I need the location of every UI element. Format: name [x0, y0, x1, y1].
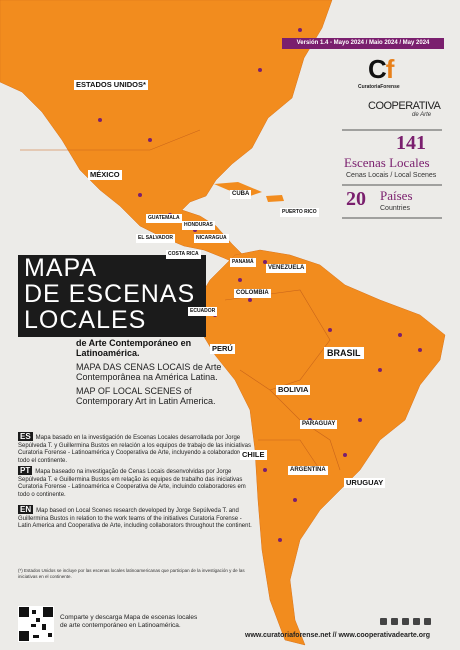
country-label: BOLIVIA: [276, 385, 311, 395]
country-label: GUATEMALA: [146, 214, 182, 223]
country-label: BRASIL: [324, 347, 364, 359]
description-text: Mapa basado en la investigación de Escen…: [18, 435, 254, 464]
scenes-sublabel: Cenas Locais / Local Scenes: [346, 172, 437, 179]
country-label: CHILE: [240, 450, 267, 460]
scenes-label: Escenas Locales: [344, 155, 430, 170]
coop-sub: de Arte: [412, 112, 432, 118]
lang-tag: ES: [18, 432, 33, 441]
borders: [20, 129, 341, 471]
country-label: URUGUAY: [344, 478, 386, 488]
lang-tag: PT: [18, 466, 33, 475]
country-label: MÉXICO: [88, 170, 122, 180]
title-line: MAPA: [24, 254, 97, 282]
description: ES Mapa basado en la investigación de Esc…: [18, 432, 256, 465]
country-label: PERÚ: [210, 344, 235, 354]
scenes-count: 141: [396, 132, 426, 154]
country-label: ESTADOS UNIDOS*: [74, 80, 148, 90]
countries-label: Países: [380, 188, 413, 203]
title-line: DE ESCENAS: [24, 280, 196, 308]
description-text: Mapa baseado na investigação de Cenas Lo…: [18, 469, 246, 498]
share-text: Comparte y descarga Mapa de escenas loca…: [60, 614, 198, 629]
description: EN Map based on Local Scenes research dev…: [18, 505, 256, 531]
country-label: PANAMÁ: [230, 258, 256, 267]
description-text: Map based on Local Scenes research devel…: [18, 508, 252, 529]
country-label: COLOMBIA: [234, 289, 271, 298]
qr-code: [18, 606, 54, 642]
country-label: PUERTO RICO: [280, 208, 319, 217]
subtitle-pt: MAPA DAS CENAS LOCAIS de Arte Contemporâ…: [76, 362, 222, 382]
country-label: CUBA: [230, 190, 252, 199]
countries-sublabel: Countries: [380, 205, 410, 212]
country-label: ARGENTINA: [288, 466, 328, 475]
country-label: EL SALVADOR: [136, 234, 176, 243]
country-label: HONDURAS: [182, 221, 215, 230]
country-label: PARAGUAY: [300, 420, 338, 429]
social-icons: [380, 618, 431, 625]
country-label: COSTA RICA: [166, 250, 201, 259]
description: PT Mapa baseado na investigação de Cenas …: [18, 466, 256, 499]
version-bar: Versión 1.4 - Mayo 2024 / Maio 2024 / Ma…: [282, 38, 444, 49]
country-label: NICARAGUA: [194, 234, 229, 243]
subtitle-en: MAP OF LOCAL SCENES of Contemporary Art …: [76, 386, 216, 406]
title-box: MAPA DE ESCENAS LOCALES: [18, 255, 206, 337]
hispaniola: [266, 195, 284, 202]
country-label: VENEZUELA: [266, 264, 307, 273]
cf-name: CuratoriaForense: [358, 84, 400, 90]
footnote: (*) Estados Unidos se incluye por las es…: [18, 568, 245, 579]
lang-tag: EN: [18, 505, 34, 514]
title-line: LOCALES: [24, 306, 147, 334]
cf-logo: Cf: [368, 54, 394, 84]
countries-count: 20: [346, 188, 366, 210]
country-label: ECUADOR: [188, 307, 218, 316]
south-america: [194, 249, 446, 646]
subtitle-es: de Arte Contemporáneo en Latinoamérica.: [76, 338, 192, 358]
website-links: www.curatoriaforense.net // www.cooperat…: [245, 632, 431, 639]
coop-logo: COOPERATIVA: [368, 100, 441, 112]
north-america: [0, 0, 333, 266]
